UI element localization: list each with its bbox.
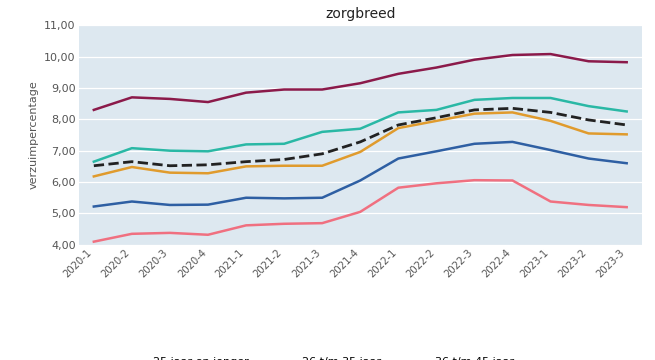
Y-axis label: verzuimpercentage: verzuimpercentage <box>29 81 39 189</box>
Title: zorgbreed: zorgbreed <box>325 7 396 21</box>
Legend: 25 jaar en jonger, 26 t/m 35 jaar, 36 t/m 45 jaar: 25 jaar en jonger, 26 t/m 35 jaar, 36 t/… <box>112 352 518 360</box>
